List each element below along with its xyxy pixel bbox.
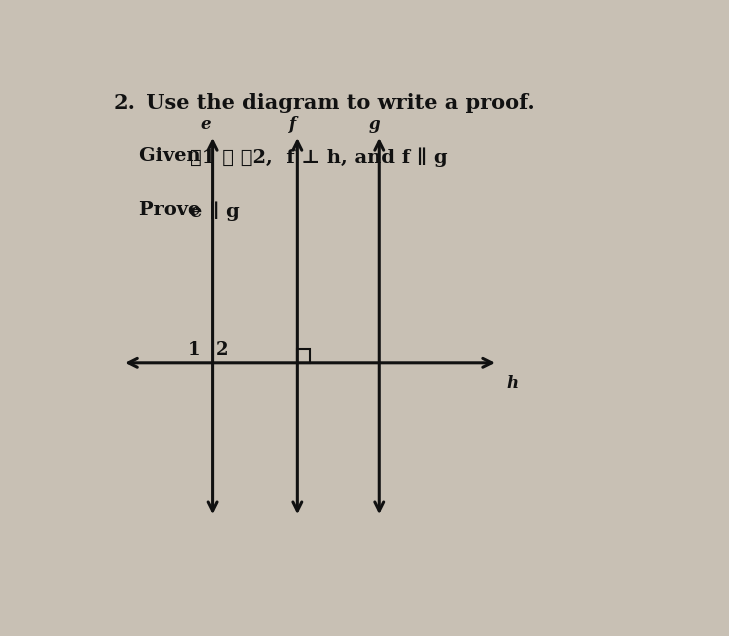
Text: h: h — [507, 375, 518, 392]
Text: f: f — [289, 116, 297, 133]
Text: e: e — [200, 116, 211, 133]
Text: 1: 1 — [187, 341, 200, 359]
Text: Prove: Prove — [139, 201, 207, 219]
Text: ∡1 ≅ ∢2,  f ⊥ h, and f ∥ g: ∡1 ≅ ∢2, f ⊥ h, and f ∥ g — [190, 148, 448, 167]
Text: g: g — [369, 116, 381, 133]
Text: 2.: 2. — [114, 93, 136, 113]
Text: Given: Given — [139, 148, 208, 165]
Text: e ∥ g: e ∥ g — [190, 201, 240, 221]
Text: 2: 2 — [216, 341, 228, 359]
Text: Use the diagram to write a proof.: Use the diagram to write a proof. — [139, 93, 535, 113]
